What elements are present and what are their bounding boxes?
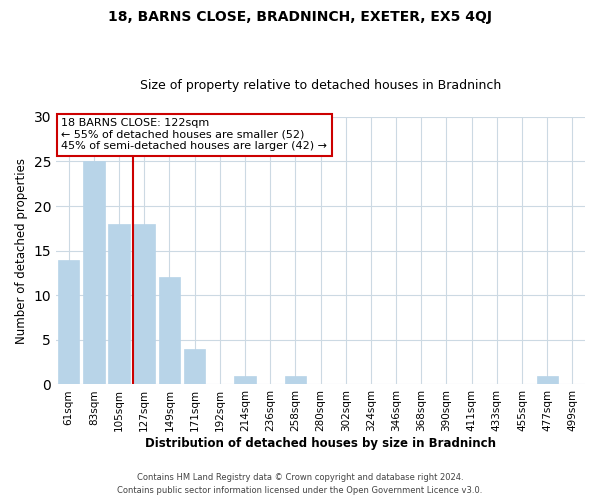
Bar <box>83 162 104 384</box>
Bar <box>234 376 256 384</box>
Title: Size of property relative to detached houses in Bradninch: Size of property relative to detached ho… <box>140 79 501 92</box>
Bar <box>109 224 130 384</box>
Text: Contains HM Land Registry data © Crown copyright and database right 2024.
Contai: Contains HM Land Registry data © Crown c… <box>118 474 482 495</box>
Bar <box>58 260 79 384</box>
Text: 18, BARNS CLOSE, BRADNINCH, EXETER, EX5 4QJ: 18, BARNS CLOSE, BRADNINCH, EXETER, EX5 … <box>108 10 492 24</box>
Bar <box>284 376 306 384</box>
X-axis label: Distribution of detached houses by size in Bradninch: Distribution of detached houses by size … <box>145 437 496 450</box>
Bar <box>133 224 155 384</box>
Bar <box>184 349 205 384</box>
Text: 18 BARNS CLOSE: 122sqm
← 55% of detached houses are smaller (52)
45% of semi-det: 18 BARNS CLOSE: 122sqm ← 55% of detached… <box>61 118 328 152</box>
Bar <box>158 278 180 384</box>
Bar <box>536 376 558 384</box>
Y-axis label: Number of detached properties: Number of detached properties <box>15 158 28 344</box>
